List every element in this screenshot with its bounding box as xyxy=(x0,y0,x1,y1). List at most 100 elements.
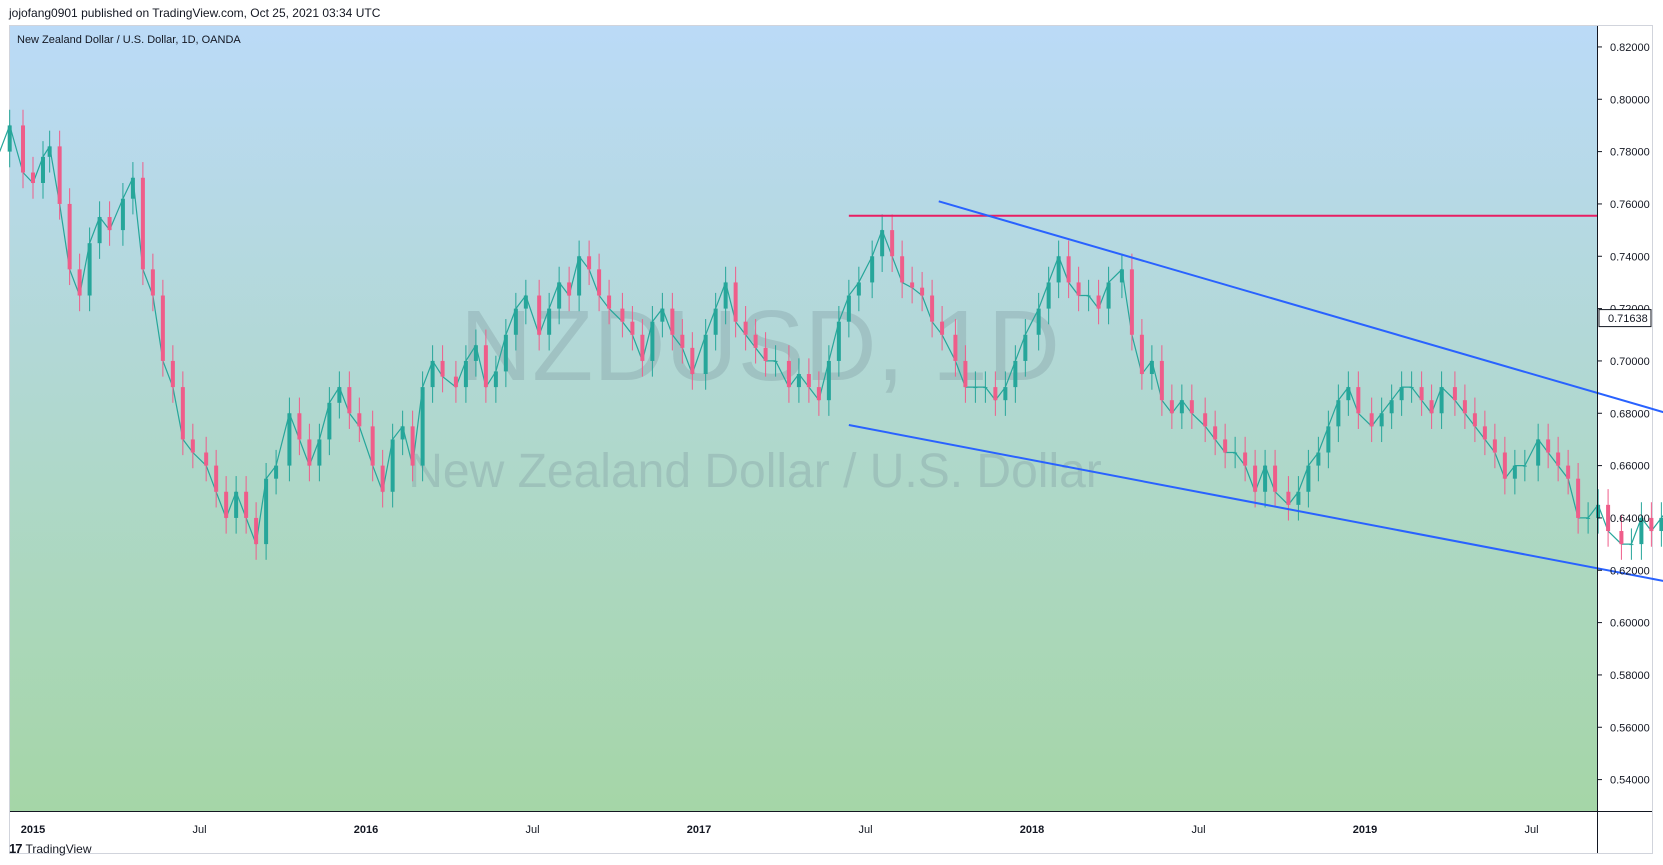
candle-body xyxy=(806,374,811,388)
candle-body xyxy=(40,156,45,183)
candle-body xyxy=(587,256,592,270)
candle-body xyxy=(1096,295,1101,309)
candle-body xyxy=(607,295,612,309)
candle-body xyxy=(317,439,322,466)
candle-body xyxy=(713,308,718,335)
candle-body xyxy=(733,282,738,322)
candle-body xyxy=(150,269,155,296)
price-tick-label: 0.82000 xyxy=(1610,42,1650,54)
candle-body xyxy=(1546,439,1551,453)
candle-body xyxy=(1606,504,1611,532)
candle-body xyxy=(1659,517,1663,532)
candle-body xyxy=(1462,400,1467,414)
candle-body xyxy=(557,282,562,309)
candle-body xyxy=(7,125,12,152)
candle-body xyxy=(703,334,708,375)
candle-body xyxy=(963,360,968,388)
price-tick-label: 0.60000 xyxy=(1610,618,1650,630)
last-price-label: 0.71638 xyxy=(1608,313,1648,325)
price-tick-label: 0.56000 xyxy=(1610,722,1650,734)
candle-body xyxy=(1243,452,1248,466)
candle-body xyxy=(1619,531,1624,545)
candle-body xyxy=(1356,387,1361,414)
candle-body xyxy=(307,439,312,466)
candle-body xyxy=(1399,387,1404,401)
candle-body xyxy=(1159,360,1164,401)
candle-body xyxy=(826,360,831,401)
time-tick-label: 2015 xyxy=(21,824,45,836)
candle-body xyxy=(1336,400,1341,427)
trend-line[interactable] xyxy=(848,424,1663,598)
candle-body xyxy=(773,360,778,362)
candle-body xyxy=(670,308,675,335)
price-tick-label: 0.78000 xyxy=(1610,147,1650,159)
price-tick-label: 0.74000 xyxy=(1610,251,1650,263)
candle-body xyxy=(1106,282,1111,309)
candle-body xyxy=(660,308,665,322)
footer-brand[interactable]: 17 TradingView xyxy=(9,841,92,856)
price-tick-label: 0.64000 xyxy=(1610,513,1650,525)
candle-body xyxy=(180,387,185,440)
candle-body xyxy=(440,360,445,377)
candle-body xyxy=(1326,426,1331,453)
candle-body xyxy=(473,345,478,361)
candle-body xyxy=(47,146,52,157)
candle-body xyxy=(1223,439,1228,453)
drawings-layer[interactable] xyxy=(848,200,1663,598)
candle-body xyxy=(680,334,685,348)
candle-body xyxy=(567,282,572,296)
candle-body xyxy=(753,334,758,348)
candle-body xyxy=(1629,544,1634,546)
price-axis[interactable]: 0.820000.800000.780000.760000.740000.720… xyxy=(1597,42,1650,787)
price-tick-label: 0.70000 xyxy=(1610,356,1650,368)
candle-body xyxy=(1003,387,1008,401)
candle-body xyxy=(890,230,895,257)
price-tick-label: 0.58000 xyxy=(1610,670,1650,682)
candle-body xyxy=(640,334,645,361)
candle-body xyxy=(816,387,821,401)
candle-body xyxy=(400,426,405,440)
candle-body xyxy=(140,177,145,270)
candle-body xyxy=(1273,465,1278,492)
time-axis[interactable]: 2015Jul2016Jul2017Jul2018Jul2019Jul2020J… xyxy=(21,824,1663,836)
candle-body xyxy=(1346,387,1351,401)
candle-body xyxy=(1379,413,1384,427)
candle-body xyxy=(940,321,945,335)
candle-body xyxy=(77,269,82,296)
candle-body xyxy=(347,387,352,414)
candle-body xyxy=(1203,413,1208,427)
candle-body xyxy=(120,198,125,231)
trend-line[interactable] xyxy=(938,200,1663,459)
candle-body xyxy=(1013,360,1018,388)
candle-body xyxy=(796,374,801,388)
candle-body xyxy=(297,413,302,440)
price-tick-label: 0.66000 xyxy=(1610,461,1650,473)
candle-body xyxy=(650,321,655,361)
candle-body xyxy=(390,439,395,492)
time-tick-label: Jul xyxy=(1191,824,1205,836)
candle-body xyxy=(1086,295,1091,297)
candle-body xyxy=(57,146,62,204)
candle-body xyxy=(130,177,135,199)
candle-body xyxy=(1439,387,1444,414)
candle-body xyxy=(337,387,342,403)
candle-body xyxy=(287,413,292,466)
candle-body xyxy=(1149,360,1154,375)
candle-body xyxy=(370,426,375,466)
candle-body xyxy=(920,287,925,296)
candle-body xyxy=(1566,465,1571,479)
candle-body xyxy=(420,387,425,466)
candle-body xyxy=(1596,504,1601,518)
candle-body xyxy=(214,465,219,492)
candle-body xyxy=(953,334,958,361)
time-tick-label: Jul xyxy=(858,824,872,836)
candle-body xyxy=(577,256,582,296)
price-series xyxy=(0,109,1663,560)
candle-body xyxy=(234,491,239,518)
last-price-box xyxy=(1598,309,1652,328)
candle-body xyxy=(1429,400,1434,414)
candle-body xyxy=(430,360,435,388)
candle-body xyxy=(973,387,978,389)
candle-body xyxy=(856,282,861,296)
